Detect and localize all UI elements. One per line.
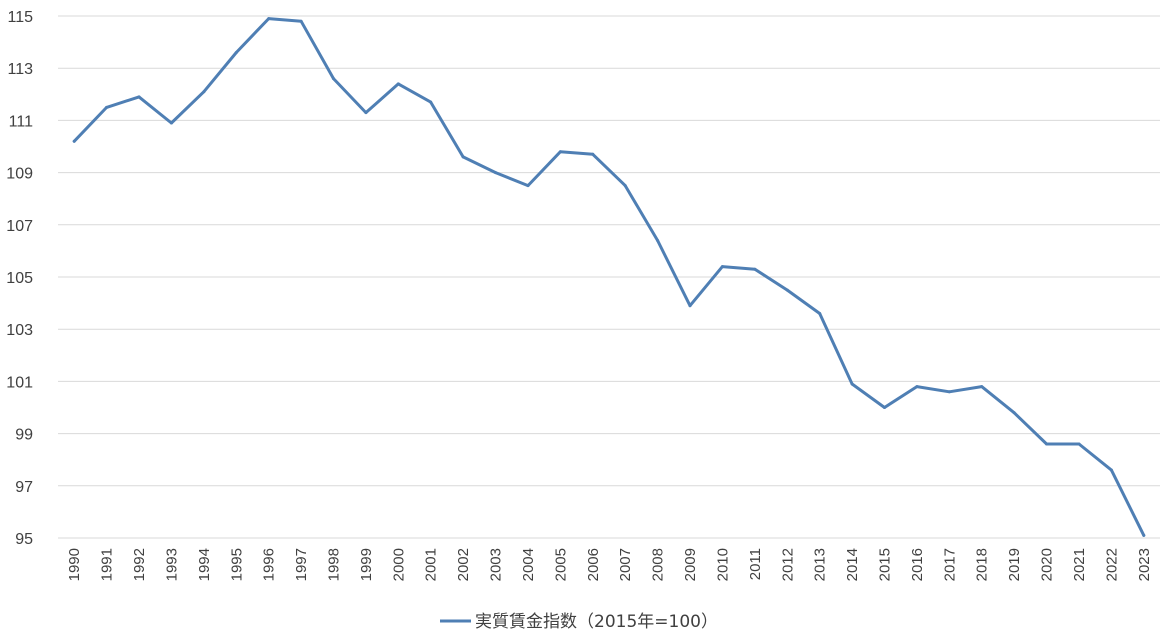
x-tick-label: 1993 xyxy=(163,548,180,581)
x-tick-label: 2021 xyxy=(1071,548,1088,581)
x-tick-label: 1996 xyxy=(261,548,278,581)
x-axis-ticks: 1990 1991 1992 1993 1994 1995 1996 1997 1998 1999… xyxy=(66,548,1153,581)
x-tick-label: 2015 xyxy=(877,548,894,581)
data-point[interactable] xyxy=(623,184,627,188)
x-tick-label: 2009 xyxy=(682,548,699,581)
data-point[interactable] xyxy=(1142,533,1146,537)
x-tick-label: 2022 xyxy=(1103,548,1120,581)
y-tick-label: 111 xyxy=(9,113,33,130)
x-tick-label: 2017 xyxy=(941,548,958,581)
data-point[interactable] xyxy=(461,155,465,159)
data-point[interactable] xyxy=(299,19,303,23)
data-point[interactable] xyxy=(883,406,886,409)
y-tick-label: 99 xyxy=(15,427,33,444)
x-tick-label: 1997 xyxy=(293,548,310,581)
data-point[interactable] xyxy=(526,184,530,188)
x-tick-label: 2018 xyxy=(974,548,991,581)
data-point[interactable] xyxy=(137,95,141,99)
x-tick-label: 2008 xyxy=(650,548,667,581)
y-tick-label: 105 xyxy=(6,270,33,287)
y-tick-label: 107 xyxy=(6,218,33,235)
y-tick-label: 109 xyxy=(6,166,33,183)
x-tick-label: 1999 xyxy=(358,548,375,581)
gridlines xyxy=(58,15,1160,539)
x-tick-label: 2006 xyxy=(585,548,602,581)
data-point[interactable] xyxy=(591,152,595,156)
x-tick-label: 2014 xyxy=(844,548,861,581)
data-point[interactable] xyxy=(1045,442,1049,446)
x-tick-label: 2023 xyxy=(1136,548,1153,581)
data-point[interactable] xyxy=(267,17,271,21)
x-tick-label: 1991 xyxy=(99,548,116,581)
data-point[interactable] xyxy=(396,82,400,86)
x-tick-label: 2019 xyxy=(1006,548,1023,581)
data-point[interactable] xyxy=(364,111,368,115)
data-point[interactable] xyxy=(494,171,498,175)
y-tick-label: 97 xyxy=(15,479,33,496)
series-layer xyxy=(72,17,1146,537)
x-tick-label: 2020 xyxy=(1039,548,1056,581)
data-point[interactable] xyxy=(656,239,660,242)
x-tick-label: 2013 xyxy=(812,548,829,581)
x-tick-label: 2001 xyxy=(423,548,440,581)
data-point[interactable] xyxy=(105,105,109,109)
data-point[interactable] xyxy=(169,121,173,125)
data-point[interactable] xyxy=(688,304,692,308)
data-point[interactable] xyxy=(785,288,789,292)
data-point[interactable] xyxy=(818,312,822,315)
legend[interactable]: 実質賃金指数（2015年=100） xyxy=(440,612,718,632)
x-tick-label: 2002 xyxy=(455,548,472,581)
data-point[interactable] xyxy=(980,385,984,389)
x-tick-label: 1995 xyxy=(228,548,245,581)
x-tick-label: 2011 xyxy=(747,548,764,580)
x-tick-label: 2005 xyxy=(552,548,569,581)
data-point[interactable] xyxy=(915,385,919,389)
y-tick-label: 101 xyxy=(6,374,33,391)
x-tick-label: 2010 xyxy=(714,548,731,581)
x-tick-label: 2004 xyxy=(520,548,537,581)
x-tick-label: 2016 xyxy=(909,548,926,581)
y-tick-label: 115 xyxy=(7,9,33,26)
x-tick-label: 1998 xyxy=(326,548,343,581)
x-tick-label: 2007 xyxy=(617,548,634,581)
x-tick-label: 2012 xyxy=(779,548,796,581)
data-point[interactable] xyxy=(234,51,238,54)
data-point[interactable] xyxy=(72,139,76,143)
data-point[interactable] xyxy=(429,100,433,104)
data-point[interactable] xyxy=(558,150,562,154)
x-tick-label: 2000 xyxy=(390,548,407,581)
data-point[interactable] xyxy=(202,90,206,94)
y-tick-label: 103 xyxy=(6,322,33,339)
series-line-0[interactable] xyxy=(72,17,1146,537)
x-tick-label: 2003 xyxy=(488,548,505,581)
data-point[interactable] xyxy=(753,267,757,271)
data-point[interactable] xyxy=(1077,442,1081,446)
legend-label: 実質賃金指数（2015年=100） xyxy=(475,612,718,632)
y-axis-ticks: 95 97 99 101 103 105 107 109 111 113 115 xyxy=(6,9,33,548)
data-point[interactable] xyxy=(850,382,854,386)
data-point[interactable] xyxy=(332,77,335,81)
data-point[interactable] xyxy=(947,390,951,394)
data-point[interactable] xyxy=(1012,411,1016,415)
x-tick-label: 1990 xyxy=(66,548,83,581)
y-tick-label: 113 xyxy=(7,61,33,78)
y-tick-label: 95 xyxy=(15,531,33,548)
x-tick-label: 1994 xyxy=(196,548,213,581)
data-point[interactable] xyxy=(720,265,724,269)
x-tick-label: 1992 xyxy=(131,548,148,581)
data-point[interactable] xyxy=(1109,468,1113,472)
